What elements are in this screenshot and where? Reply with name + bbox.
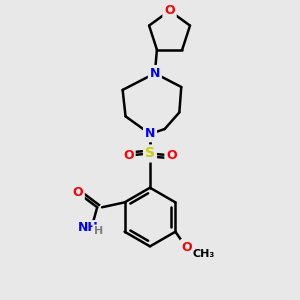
Text: CH₃: CH₃ xyxy=(193,249,215,259)
Text: O: O xyxy=(166,149,177,162)
Text: O: O xyxy=(164,4,175,17)
Text: N: N xyxy=(150,67,160,80)
Text: S: S xyxy=(145,146,155,161)
Text: H: H xyxy=(94,226,103,236)
Text: NH: NH xyxy=(78,221,99,234)
Text: O: O xyxy=(123,149,134,162)
Text: O: O xyxy=(72,186,83,199)
Text: N: N xyxy=(145,128,155,140)
Text: O: O xyxy=(182,241,192,254)
